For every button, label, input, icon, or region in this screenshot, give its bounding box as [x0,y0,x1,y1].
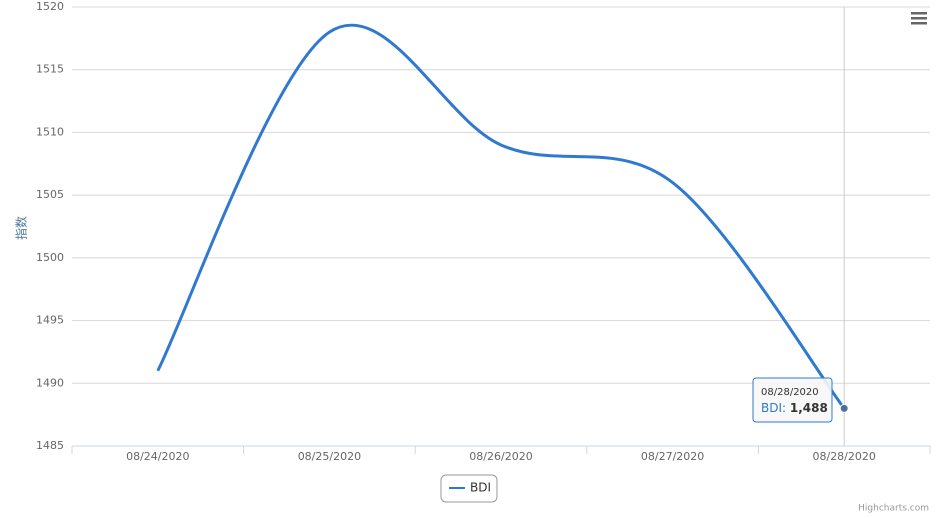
menu-icon [911,22,927,25]
y-tick-label: 1495 [36,314,64,327]
x-tick-label: 08/25/2020 [298,450,361,463]
tooltip-series: BDI [761,401,782,415]
y-tick-label: 1500 [36,251,64,264]
menu-icon [911,17,927,20]
menu-button[interactable] [911,12,927,25]
y-tick-label: 1510 [36,125,64,138]
legend-label: BDI [470,481,491,495]
x-tick-label: 08/27/2020 [641,450,704,463]
x-tick-label: 08/24/2020 [126,450,189,463]
tooltip-title: 08/28/2020 [761,387,819,398]
y-tick-label: 1490 [36,376,64,389]
legend-box [440,474,498,503]
tooltip-value: BDI: 1,488 [761,401,828,415]
hover-point [839,403,849,413]
tooltip-separator: : [782,401,790,415]
legend-item[interactable]: BDI [440,474,498,503]
menu-icon [911,12,927,15]
tooltip-number: 1,488 [790,401,828,415]
y-tick-label: 1520 [36,0,64,13]
y-tick-label: 1485 [36,439,64,452]
y-tick-label: 1505 [36,188,64,201]
x-tick-label: 08/28/2020 [812,450,875,463]
tooltip: 08/28/2020 BDI: 1,488 [752,377,833,423]
tooltip-box [752,377,833,423]
credits[interactable]: Highcharts.com [858,504,929,514]
y-tick-label: 1515 [36,63,64,76]
x-tick-label: 08/26/2020 [469,450,532,463]
line [156,23,846,410]
y-axis-label: 指数 [14,216,29,240]
